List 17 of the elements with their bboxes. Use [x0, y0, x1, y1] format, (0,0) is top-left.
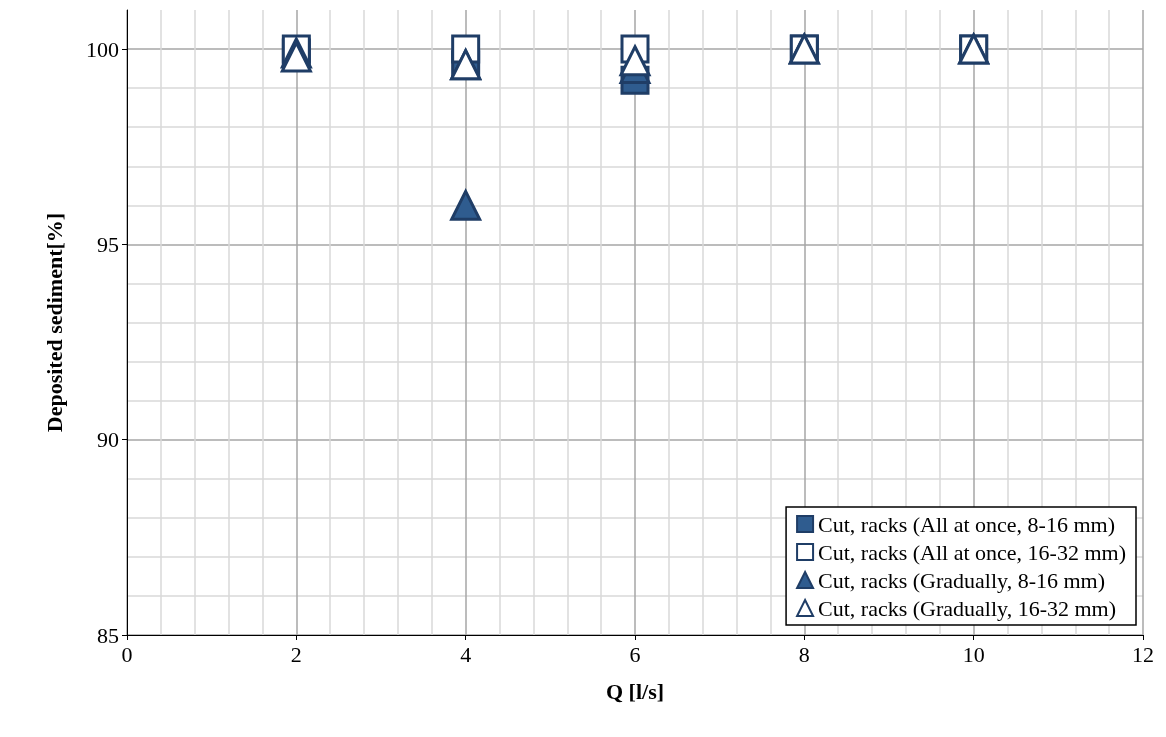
x-tick-label: 0: [121, 641, 133, 667]
x-tick-label: 6: [629, 641, 641, 667]
y-tick-label: 100: [86, 36, 119, 62]
y-tick-label: 95: [97, 231, 119, 257]
x-axis-title: Q [l/s]: [605, 678, 665, 704]
legend-label: Cut, racks (Gradually, 16-32 mm): [818, 595, 1117, 621]
x-tick-label: 8: [798, 641, 810, 667]
y-tick-label: 90: [97, 427, 119, 453]
x-tick-label: 4: [460, 641, 472, 667]
x-tick-label: 10: [962, 641, 985, 667]
legend-label: Cut, racks (All at once, 8-16 mm): [818, 511, 1116, 537]
x-tick-label: 12: [1132, 641, 1154, 667]
legend-label: Cut, racks (Gradually, 8-16 mm): [818, 567, 1106, 593]
x-tick-label: 2: [290, 641, 302, 667]
legend-label: Cut, racks (All at once, 16-32 mm): [818, 539, 1127, 565]
y-tick-label: 85: [97, 622, 119, 648]
y-axis-title: Deposited sediment[%]: [41, 212, 67, 433]
